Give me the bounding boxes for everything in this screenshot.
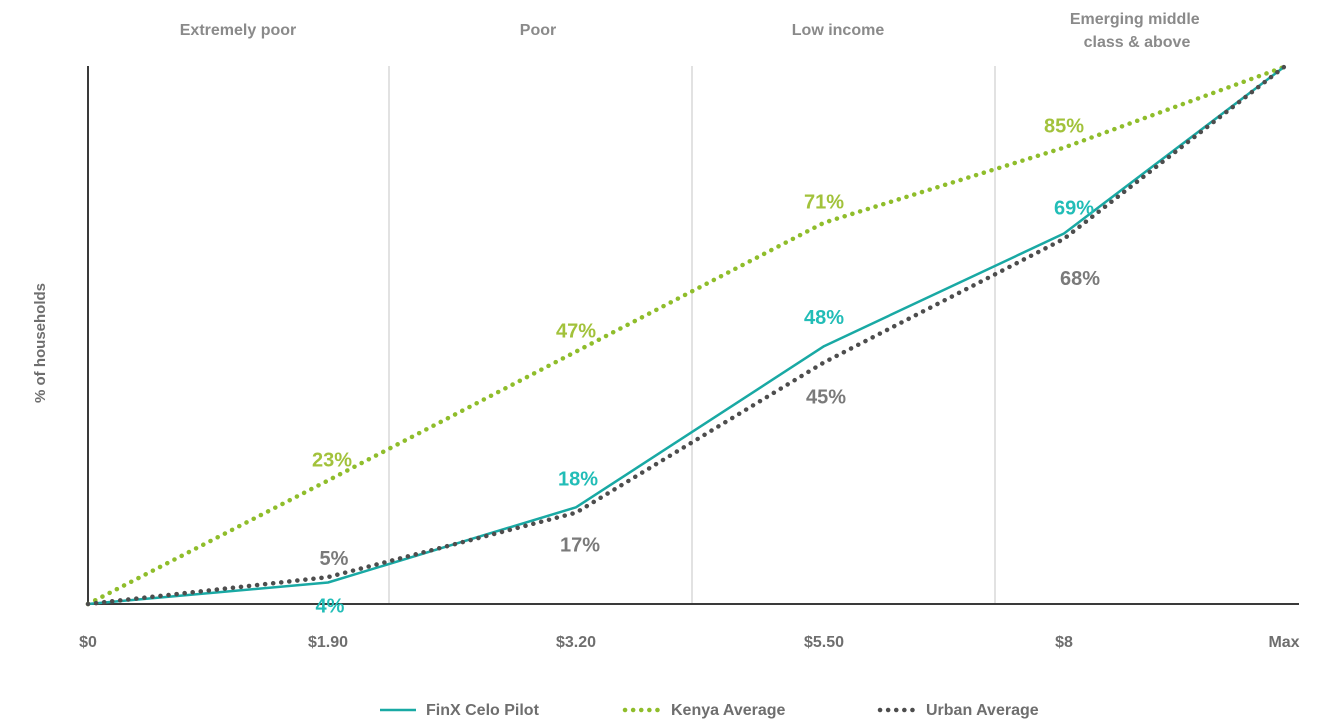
data-label-kenya-average-1: 23% [312, 449, 352, 471]
x-tick-label-max: Max [1268, 634, 1299, 651]
data-label-finx-celo-pilot-1: 4% [316, 596, 345, 618]
band-label-poor: Poor [520, 22, 556, 39]
x-tick-labels: $0 $1.90 $3.20 $5.50 $8 Max [79, 634, 1300, 651]
series-line-kenya-average [85, 64, 1287, 607]
data-label-urban-average-1: 5% [320, 548, 349, 570]
series-line-urban-average [85, 64, 1287, 607]
data-label-urban-average-4: 68% [1060, 268, 1100, 290]
data-label-finx-celo-pilot-2: 18% [558, 468, 598, 490]
x-tick-label-8: $8 [1055, 634, 1073, 651]
data-label-finx-celo-pilot-3: 48% [804, 307, 844, 329]
x-tick-label-1-90: $1.90 [308, 634, 348, 651]
legend-label-finx-celo-pilot: FinX Celo Pilot [426, 702, 540, 719]
data-label-urban-average-2: 17% [560, 535, 600, 557]
band-label-emerging-middle-class: Emerging middle class & above [1070, 11, 1204, 51]
x-tick-label-3-20: $3.20 [556, 634, 596, 651]
x-tick-label-5-50: $5.50 [804, 634, 844, 651]
data-label-kenya-average-3: 71% [804, 192, 844, 214]
data-label-finx-celo-pilot-4: 69% [1054, 197, 1094, 219]
data-labels: 4% 18% 48% 69% 23% 47% 71% 85% 5% 17% 45% 68% [312, 116, 1100, 618]
data-label-kenya-average-2: 47% [556, 321, 596, 343]
legend-label-kenya-average: Kenya Average [671, 702, 786, 719]
y-axis-label: % of households [32, 283, 49, 403]
band-dividers [388, 66, 996, 604]
legend-label-urban-average: Urban Average [926, 702, 1039, 719]
band-label-extremely-poor: Extremely poor [180, 22, 296, 39]
data-label-urban-average-3: 45% [806, 386, 846, 408]
data-label-kenya-average-4: 85% [1044, 116, 1084, 138]
series-line-finx-celo-pilot [87, 66, 1285, 606]
x-tick-label-0: $0 [79, 634, 97, 651]
legend: FinX Celo Pilot Kenya Average Urban Averag… [380, 702, 1039, 719]
series-lines [85, 64, 1287, 607]
band-label-low-income: Low income [792, 22, 885, 39]
